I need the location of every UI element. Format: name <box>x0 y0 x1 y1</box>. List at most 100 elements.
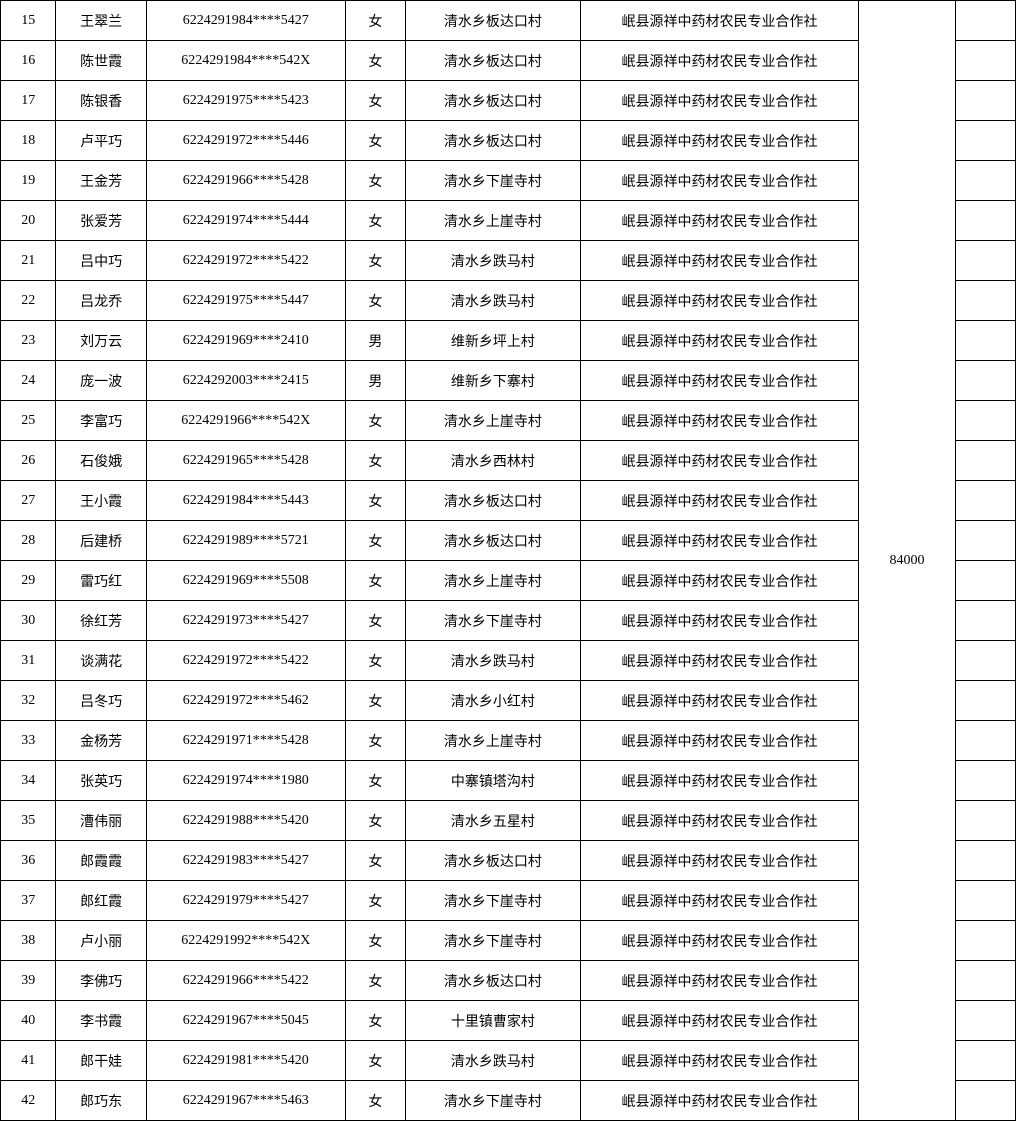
name-cell: 刘万云 <box>56 321 146 361</box>
idx-cell: 15 <box>1 1 56 41</box>
addr-cell: 清水乡板达口村 <box>406 961 581 1001</box>
addr-cell: 清水乡板达口村 <box>406 81 581 121</box>
name-cell: 张爱芳 <box>56 201 146 241</box>
note-cell <box>955 961 1015 1001</box>
idx-cell: 21 <box>1 241 56 281</box>
note-cell <box>955 841 1015 881</box>
sex-cell: 女 <box>345 841 405 881</box>
note-cell <box>955 801 1015 841</box>
id-cell: 6224291966****5428 <box>146 161 345 201</box>
id-cell: 6224291988****5420 <box>146 801 345 841</box>
note-cell <box>955 241 1015 281</box>
idx-cell: 22 <box>1 281 56 321</box>
sex-cell: 女 <box>345 761 405 801</box>
sex-cell: 女 <box>345 41 405 81</box>
org-cell: 岷县源祥中药材农民专业合作社 <box>580 81 858 121</box>
note-cell <box>955 1 1015 41</box>
idx-cell: 17 <box>1 81 56 121</box>
name-cell: 吕龙乔 <box>56 281 146 321</box>
idx-cell: 37 <box>1 881 56 921</box>
id-cell: 6224291972****5446 <box>146 121 345 161</box>
id-cell: 6224291966****5422 <box>146 961 345 1001</box>
org-cell: 岷县源祥中药材农民专业合作社 <box>580 521 858 561</box>
note-cell <box>955 201 1015 241</box>
org-cell: 岷县源祥中药材农民专业合作社 <box>580 681 858 721</box>
org-cell: 岷县源祥中药材农民专业合作社 <box>580 361 858 401</box>
name-cell: 陈世霞 <box>56 41 146 81</box>
id-cell: 6224291984****542X <box>146 41 345 81</box>
sex-cell: 女 <box>345 721 405 761</box>
org-cell: 岷县源祥中药材农民专业合作社 <box>580 561 858 601</box>
org-cell: 岷县源祥中药材农民专业合作社 <box>580 401 858 441</box>
org-cell: 岷县源祥中药材农民专业合作社 <box>580 121 858 161</box>
sex-cell: 女 <box>345 681 405 721</box>
note-cell <box>955 641 1015 681</box>
sex-cell: 女 <box>345 601 405 641</box>
addr-cell: 维新乡下寨村 <box>406 361 581 401</box>
idx-cell: 23 <box>1 321 56 361</box>
org-cell: 岷县源祥中药材农民专业合作社 <box>580 321 858 361</box>
sex-cell: 女 <box>345 401 405 441</box>
sex-cell: 女 <box>345 241 405 281</box>
idx-cell: 32 <box>1 681 56 721</box>
addr-cell: 清水乡跌马村 <box>406 1041 581 1081</box>
sex-cell: 男 <box>345 321 405 361</box>
id-cell: 6224291972****5422 <box>146 241 345 281</box>
addr-cell: 十里镇曹家村 <box>406 1001 581 1041</box>
note-cell <box>955 681 1015 721</box>
addr-cell: 清水乡板达口村 <box>406 521 581 561</box>
sex-cell: 女 <box>345 801 405 841</box>
sex-cell: 女 <box>345 201 405 241</box>
name-cell: 李佛巧 <box>56 961 146 1001</box>
note-cell <box>955 561 1015 601</box>
org-cell: 岷县源祥中药材农民专业合作社 <box>580 41 858 81</box>
note-cell <box>955 881 1015 921</box>
idx-cell: 25 <box>1 401 56 441</box>
note-cell <box>955 401 1015 441</box>
name-cell: 雷巧红 <box>56 561 146 601</box>
addr-cell: 中寨镇塔沟村 <box>406 761 581 801</box>
addr-cell: 清水乡下崖寺村 <box>406 1081 581 1121</box>
id-cell: 6224291965****5428 <box>146 441 345 481</box>
id-cell: 6224291974****5444 <box>146 201 345 241</box>
name-cell: 后建桥 <box>56 521 146 561</box>
id-cell: 6224291983****5427 <box>146 841 345 881</box>
addr-cell: 清水乡板达口村 <box>406 1 581 41</box>
note-cell <box>955 481 1015 521</box>
addr-cell: 清水乡五星村 <box>406 801 581 841</box>
addr-cell: 清水乡板达口村 <box>406 841 581 881</box>
name-cell: 张英巧 <box>56 761 146 801</box>
idx-cell: 27 <box>1 481 56 521</box>
id-cell: 6224291984****5427 <box>146 1 345 41</box>
idx-cell: 34 <box>1 761 56 801</box>
roster-table: 15王翠兰6224291984****5427女清水乡板达口村岷县源祥中药材农民… <box>0 0 1016 1121</box>
idx-cell: 38 <box>1 921 56 961</box>
id-cell: 6224291969****5508 <box>146 561 345 601</box>
name-cell: 郎巧东 <box>56 1081 146 1121</box>
name-cell: 卢小丽 <box>56 921 146 961</box>
org-cell: 岷县源祥中药材农民专业合作社 <box>580 641 858 681</box>
note-cell <box>955 121 1015 161</box>
name-cell: 庞一波 <box>56 361 146 401</box>
id-cell: 6224291967****5463 <box>146 1081 345 1121</box>
id-cell: 6224291967****5045 <box>146 1001 345 1041</box>
addr-cell: 清水乡下崖寺村 <box>406 881 581 921</box>
table-row: 15王翠兰6224291984****5427女清水乡板达口村岷县源祥中药材农民… <box>1 1 1016 41</box>
name-cell: 王翠兰 <box>56 1 146 41</box>
idx-cell: 35 <box>1 801 56 841</box>
addr-cell: 清水乡小红村 <box>406 681 581 721</box>
sex-cell: 女 <box>345 121 405 161</box>
sex-cell: 女 <box>345 921 405 961</box>
id-cell: 6224291981****5420 <box>146 1041 345 1081</box>
sex-cell: 女 <box>345 441 405 481</box>
name-cell: 吕冬巧 <box>56 681 146 721</box>
id-cell: 6224292003****2415 <box>146 361 345 401</box>
addr-cell: 清水乡上崖寺村 <box>406 401 581 441</box>
note-cell <box>955 281 1015 321</box>
name-cell: 郎霞霞 <box>56 841 146 881</box>
id-cell: 6224291992****542X <box>146 921 345 961</box>
name-cell: 李书霞 <box>56 1001 146 1041</box>
note-cell <box>955 441 1015 481</box>
sex-cell: 女 <box>345 81 405 121</box>
id-cell: 6224291975****5447 <box>146 281 345 321</box>
